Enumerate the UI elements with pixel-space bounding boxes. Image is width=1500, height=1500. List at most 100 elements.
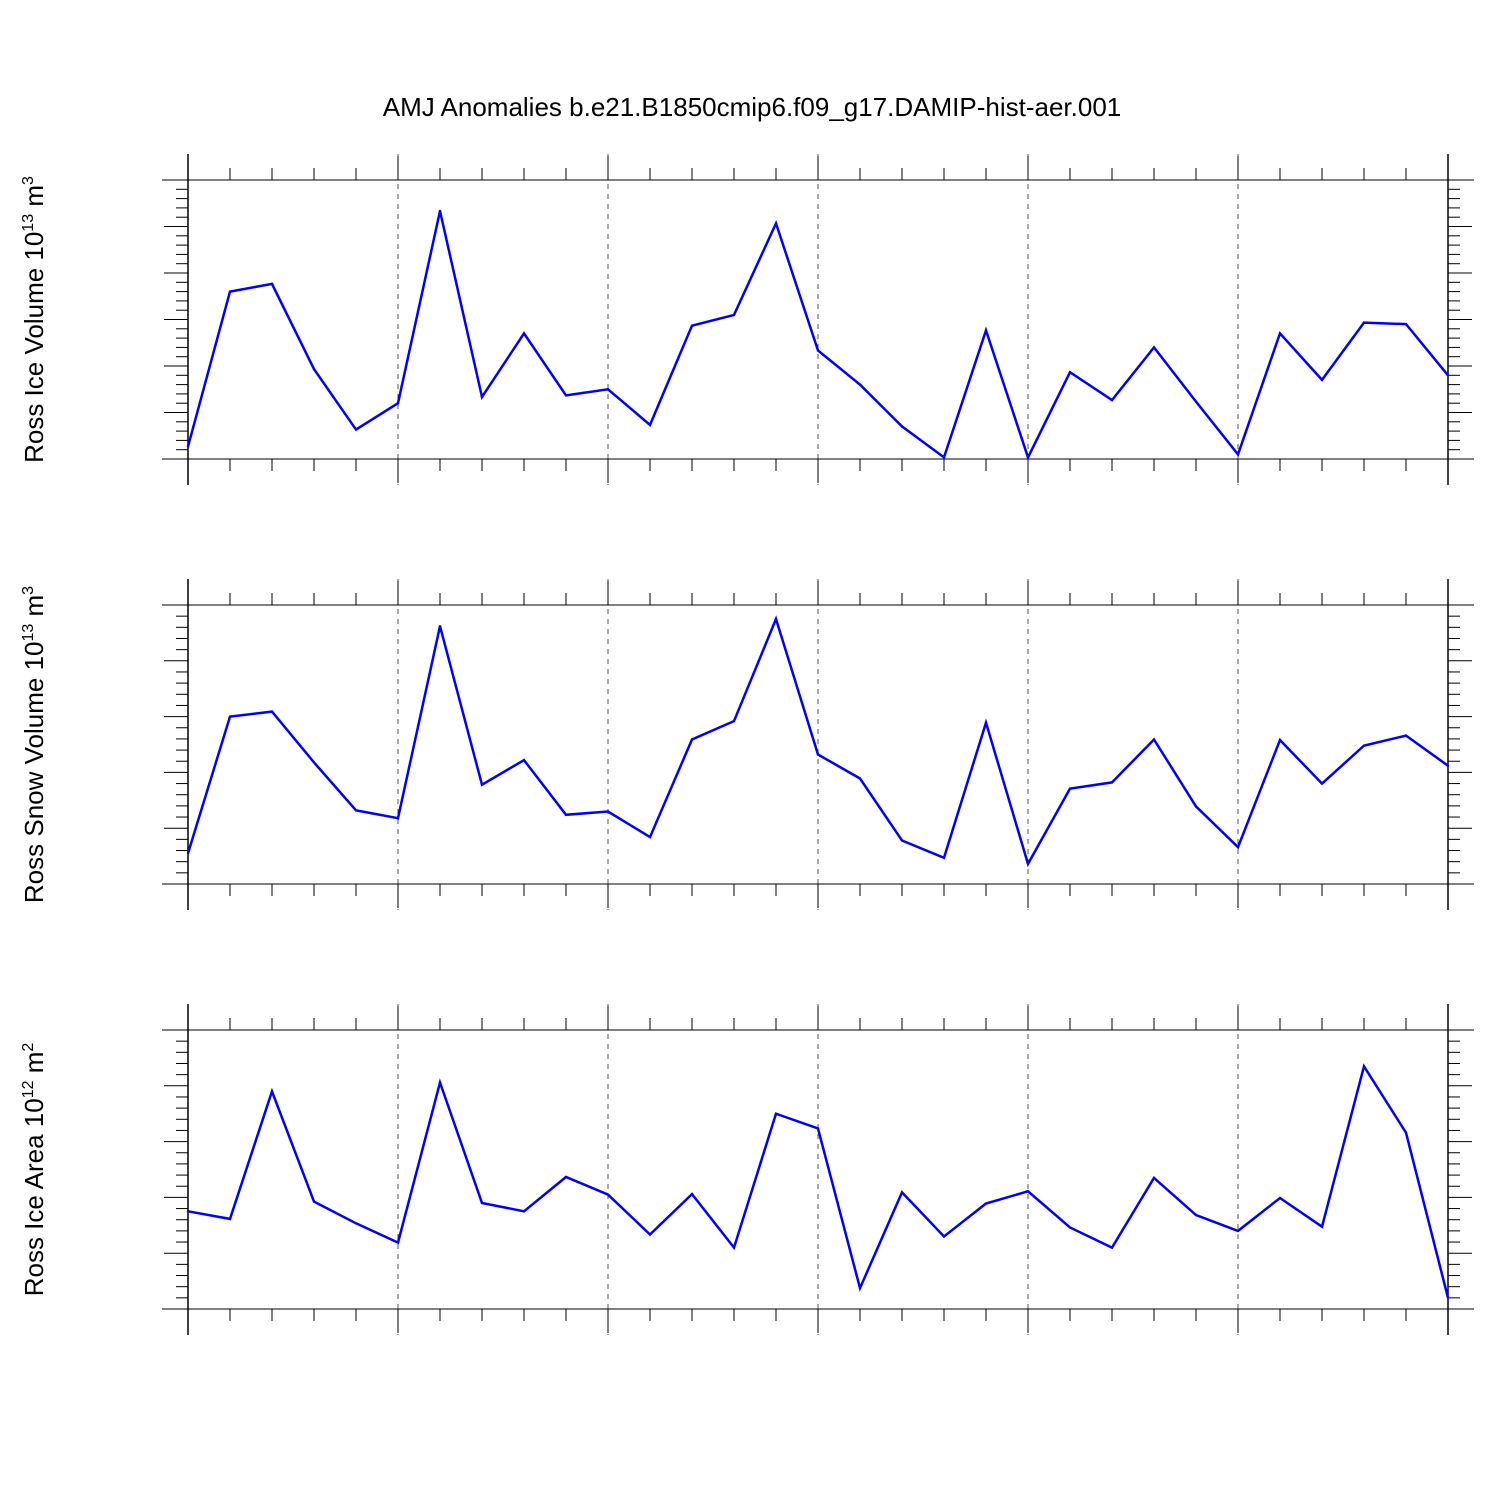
y-axis-label: Ross Ice Volume 1013 m3 [19,176,49,463]
chart-panel-3: Ross Ice Area 1012 m2 [19,1004,1474,1335]
data-point-1872 [1110,1246,1114,1249]
data-point-1877 [1320,378,1324,382]
data-point-1853 [312,367,316,371]
data-point-1852 [270,1090,274,1093]
data-point-1864 [774,1112,778,1115]
data-point-1869 [984,329,988,332]
data-point-1863 [732,1246,736,1249]
data-point-1855 [396,1241,400,1244]
data-point-1854 [354,1222,358,1225]
data-point-1856 [438,1081,442,1084]
data-point-1879 [1404,1131,1408,1134]
data-point-1867 [900,1191,904,1194]
data-point-1850 [186,1210,190,1213]
data-point-1867 [900,425,904,428]
data-point-1854 [354,428,358,431]
data-point-1866 [858,1286,862,1290]
data-point-1876 [1278,738,1282,742]
data-point-1857 [480,395,484,399]
data-point-1861 [648,1233,652,1236]
data-point-1880 [1446,764,1450,767]
data-point-1868 [942,856,946,859]
data-point-1867 [900,839,904,842]
y-axis-label-main: Ross Ice Area 10 [19,1098,49,1296]
data-point-1865 [816,753,820,756]
data-point-1858 [522,1210,526,1213]
data-point-1863 [732,313,736,317]
data-point-1861 [648,423,652,427]
y-axis-label-main: Ross Snow Volume 10 [19,642,49,904]
data-point-1854 [354,809,358,812]
data-point-1877 [1320,1225,1324,1228]
y-axis-label-exponent: 13 [20,214,37,232]
data-point-1866 [858,777,862,780]
data-point-1850 [186,852,190,855]
data-point-1865 [816,349,820,352]
data-point-1856 [438,209,442,213]
data-point-1858 [522,758,526,762]
data-point-1876 [1278,1196,1282,1200]
data-point-1871 [1068,1226,1072,1229]
chart-panel-1: Ross Ice Volume 1013 m3 [19,154,1474,485]
data-point-1859 [564,813,568,817]
data-point-1874 [1194,1213,1198,1217]
y-axis-label-unit-exponent: 2 [20,1043,37,1052]
data-point-1860 [606,388,610,391]
data-point-1880 [1446,374,1450,377]
data-point-1857 [480,783,484,786]
data-point-1851 [228,715,232,718]
data-point-1875 [1236,453,1240,456]
y-axis-label-unit: m [19,185,49,214]
data-point-1870 [1026,1190,1030,1193]
data-point-1853 [312,761,316,764]
data-point-1877 [1320,782,1324,785]
data-point-1862 [690,1192,694,1196]
data-point-1873 [1152,738,1156,741]
data-point-1862 [690,738,694,741]
data-point-1869 [984,721,988,724]
data-point-1870 [1026,862,1030,866]
data-point-1860 [606,810,610,813]
data-point-1859 [564,1175,568,1179]
y-axis-label-exponent: 13 [20,624,37,642]
data-point-1879 [1404,322,1408,326]
data-point-1875 [1236,845,1240,849]
data-point-1857 [480,1201,484,1205]
data-point-1873 [1152,346,1156,349]
data-point-1855 [396,402,400,405]
data-point-1871 [1068,787,1072,790]
data-point-1852 [270,282,274,286]
data-point-1871 [1068,371,1072,374]
figure-title: AMJ Anomalies b.e21.B1850cmip6.f09_g17.D… [383,92,1122,122]
data-point-1868 [942,456,946,459]
data-point-1874 [1194,400,1198,403]
data-point-1872 [1110,398,1114,402]
data-point-1855 [396,816,400,820]
data-point-1859 [564,394,568,397]
data-point-1864 [774,617,778,621]
data-point-1878 [1362,1065,1366,1068]
data-point-1874 [1194,805,1198,808]
data-point-1876 [1278,332,1282,335]
y-axis-label-exponent: 12 [20,1080,37,1098]
y-axis-label-unit: m [19,595,49,624]
data-point-1880 [1446,1296,1450,1300]
data-point-1856 [438,625,442,628]
y-axis-label-unit-exponent: 3 [20,176,37,185]
data-point-1858 [522,332,526,335]
data-point-1851 [228,1217,232,1221]
y-axis-label-main: Ross Ice Volume 10 [19,232,49,463]
data-point-1861 [648,835,652,839]
data-point-1862 [690,324,694,327]
y-axis-label-unit: m [19,1052,49,1081]
data-point-1866 [858,383,862,386]
data-point-1869 [984,1202,988,1205]
data-point-1873 [1152,1176,1156,1180]
y-axis-label: Ross Snow Volume 1013 m3 [19,586,49,903]
data-point-1875 [1236,1229,1240,1233]
data-line-series-3 [187,1063,1450,1299]
chart-panel-2: Ross Snow Volume 1013 m3 [19,579,1474,910]
data-point-1850 [186,445,190,448]
